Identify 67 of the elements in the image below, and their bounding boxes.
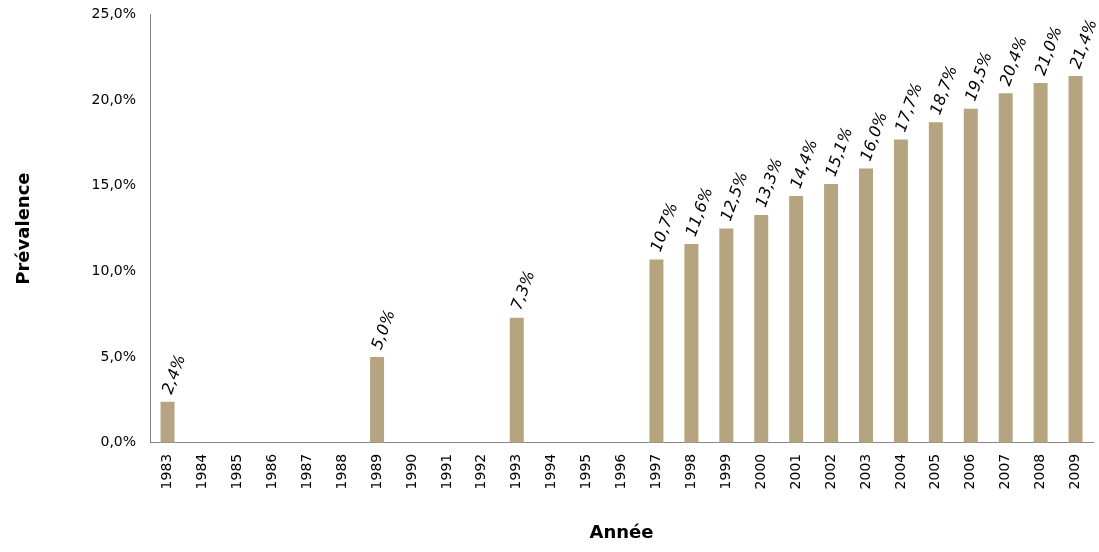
data-label: 19,5% <box>960 49 996 104</box>
x-tick-label: 1997 <box>647 453 664 490</box>
data-label: 16,0% <box>855 109 892 164</box>
bar <box>998 93 1013 443</box>
x-tick-label: 1992 <box>472 453 489 490</box>
x-axis-title: Année <box>589 520 654 542</box>
bar <box>1033 82 1048 443</box>
x-tick-label: 2008 <box>1031 453 1048 490</box>
x-tick-label: 2006 <box>961 453 978 490</box>
bar <box>789 196 804 443</box>
x-tick-label: 1989 <box>367 453 384 490</box>
x-tick-label: 2004 <box>891 453 908 490</box>
bar <box>160 401 175 443</box>
y-tick-label: 25,0% <box>91 5 137 22</box>
data-label: 5,0% <box>366 307 399 352</box>
data-label: 7,3% <box>506 267 539 313</box>
data-label: 20,4% <box>995 33 1031 89</box>
data-label: 18,7% <box>925 62 961 118</box>
bar <box>824 184 839 443</box>
bar <box>928 122 943 443</box>
x-tick-label: 2007 <box>996 453 1013 490</box>
data-label: 11,6% <box>681 184 717 239</box>
x-tick-label: 1999 <box>716 453 733 490</box>
data-label: 13,3% <box>751 155 787 210</box>
x-tick-label: 1987 <box>297 453 314 490</box>
data-label: 21,4% <box>1065 16 1099 71</box>
y-tick-label: 5,0% <box>100 347 137 364</box>
bar <box>370 357 385 443</box>
bar <box>649 259 664 443</box>
x-tick-label: 1990 <box>402 453 419 490</box>
x-tick-label: 1991 <box>437 453 454 490</box>
data-label: 2,4% <box>157 351 190 397</box>
x-tick-label: 1994 <box>542 453 559 490</box>
x-tick-label: 1998 <box>682 453 699 490</box>
y-tick-label: 0,0% <box>100 433 137 450</box>
x-tick-label: 1988 <box>332 453 349 490</box>
x-tick-label: 2001 <box>786 453 803 490</box>
y-tick-label: 20,0% <box>91 90 137 107</box>
bar <box>1068 76 1083 443</box>
x-tick-label: 1993 <box>507 453 524 490</box>
x-tick-label: 2000 <box>751 453 768 490</box>
data-label: 17,7% <box>890 80 926 135</box>
bar <box>963 108 978 443</box>
x-tick-label: 2002 <box>821 453 838 490</box>
bar <box>684 244 699 443</box>
bar <box>893 139 908 443</box>
x-tick-label: 2005 <box>926 453 943 490</box>
data-label: 15,1% <box>820 124 857 179</box>
x-tick-label: 2009 <box>1066 453 1083 490</box>
y-tick-label: 10,0% <box>91 262 137 279</box>
data-label: 21,0% <box>1030 23 1066 78</box>
x-tick-label: 1996 <box>612 453 629 490</box>
y-axis-title: Prévalence <box>12 172 34 285</box>
data-label: 12,5% <box>716 169 752 224</box>
bar <box>509 317 524 443</box>
bar <box>859 168 873 443</box>
x-tick-label: 1983 <box>158 453 175 490</box>
x-tick-label: 1986 <box>262 453 279 490</box>
x-tick-label: 1984 <box>193 453 210 490</box>
x-tick-label: 2003 <box>856 453 873 490</box>
bar <box>719 228 734 443</box>
y-tick-label: 15,0% <box>91 176 137 193</box>
x-tick-label: 1985 <box>228 453 245 490</box>
data-label: 10,7% <box>646 199 682 255</box>
data-label: 14,4% <box>785 136 822 191</box>
x-tick-label: 1995 <box>577 453 594 490</box>
bar <box>754 214 769 443</box>
